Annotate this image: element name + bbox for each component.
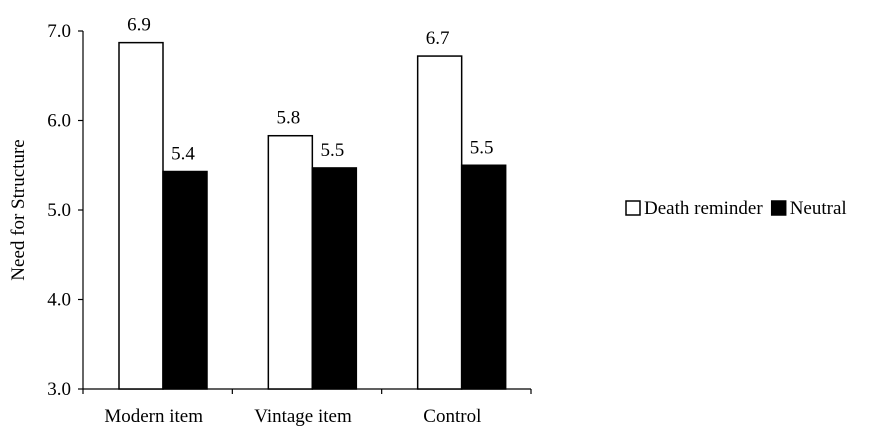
y-axis-title: Need for Structure: [8, 139, 29, 280]
data-label: 5.5: [320, 140, 344, 161]
bar-death-reminder: [118, 41, 164, 390]
x-category-label: Vintage item: [254, 406, 352, 427]
legend-label: Neutral: [790, 198, 847, 219]
data-label: 5.5: [470, 137, 494, 158]
x-category-label: Modern item: [104, 406, 203, 427]
legend-swatch-neutral: [770, 200, 787, 216]
chart-bars: [118, 41, 507, 390]
chart-labels: 6.9 5.4 Modern item 5.8 5.5 Vintage item 6.7 5.…: [104, 15, 493, 427]
bar-neutral: [162, 170, 208, 390]
y-tick-label: 3.0: [47, 379, 71, 400]
legend-label: Death reminder: [644, 198, 763, 219]
x-category-label: Control: [423, 406, 481, 427]
data-label: 5.8: [276, 108, 300, 129]
bar-death-reminder: [267, 134, 314, 390]
bar-death-reminder: [416, 55, 463, 390]
bar-neutral: [460, 164, 507, 390]
data-label: 6.7: [426, 28, 450, 49]
y-tick-label: 4.0: [47, 290, 71, 311]
y-tick-label: 6.0: [47, 111, 71, 132]
bar-neutral: [311, 167, 358, 390]
data-label: 5.4: [171, 144, 195, 165]
legend: Death reminder Neutral: [625, 198, 847, 219]
data-label: 6.9: [127, 15, 151, 36]
legend-swatch-death-reminder: [625, 200, 641, 216]
y-tick-label: 5.0: [47, 200, 71, 221]
y-tick-label: 7.0: [47, 21, 71, 42]
